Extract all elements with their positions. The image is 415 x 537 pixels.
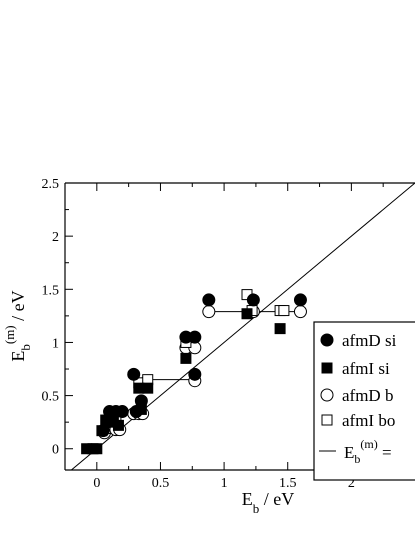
data-point-filled-circle bbox=[293, 293, 307, 307]
y-tick-label: 2.5 bbox=[42, 177, 60, 192]
data-point-filled-circle bbox=[246, 293, 260, 307]
data-point-filled-square bbox=[241, 308, 253, 320]
data-point-filled-square bbox=[112, 419, 124, 431]
data-point-filled-circle bbox=[188, 330, 202, 344]
y-tick-label: 1.5 bbox=[42, 283, 60, 298]
x-tick-label: 1 bbox=[221, 476, 228, 491]
data-point-filled-square bbox=[274, 323, 286, 335]
data-point-filled-square bbox=[96, 425, 108, 437]
y-tick-label: 0 bbox=[52, 443, 59, 458]
legend-label: afmD b bbox=[342, 386, 393, 405]
y-tick-label: 2 bbox=[52, 230, 59, 245]
data-point-filled-square bbox=[81, 443, 93, 455]
legend-marker bbox=[320, 333, 334, 347]
data-point-filled-square bbox=[100, 414, 112, 426]
data-point-filled-circle bbox=[127, 367, 141, 381]
data-point-filled-square bbox=[142, 382, 154, 394]
data-point-filled-square bbox=[180, 352, 192, 364]
legend-marker bbox=[321, 414, 333, 426]
data-point-open-circle bbox=[202, 305, 216, 319]
x-tick-label: 1.5 bbox=[279, 476, 297, 491]
legend-label: afmI bo bbox=[342, 411, 395, 430]
data-point-filled-square bbox=[91, 443, 103, 455]
y-tick-label: 1 bbox=[52, 336, 59, 351]
x-axis-label: Eb / eV bbox=[242, 489, 295, 516]
x-tick-label: 0 bbox=[93, 476, 100, 491]
data-point-filled-square bbox=[135, 403, 147, 415]
legend-marker bbox=[320, 388, 334, 402]
data-point-filled-circle bbox=[188, 367, 202, 381]
legend-marker bbox=[321, 362, 333, 374]
data-point-filled-square bbox=[104, 408, 116, 420]
legend-box bbox=[313, 321, 415, 481]
legend-label: afmI si bbox=[342, 359, 390, 378]
legend-label: afmD si bbox=[342, 331, 397, 350]
data-point-filled-circle bbox=[202, 293, 216, 307]
data-point-open-square bbox=[278, 305, 290, 317]
data-point-open-circle bbox=[293, 305, 307, 319]
plot-area bbox=[70, 183, 415, 470]
x-tick-label: 0.5 bbox=[152, 476, 170, 491]
data-point-filled-circle bbox=[115, 405, 129, 419]
data-point-filled-square bbox=[133, 382, 145, 394]
y-tick-label: 0.5 bbox=[42, 390, 60, 405]
x-tick-label: 2 bbox=[348, 476, 355, 491]
y-axis-label: Eb(m) / eV bbox=[2, 290, 33, 361]
